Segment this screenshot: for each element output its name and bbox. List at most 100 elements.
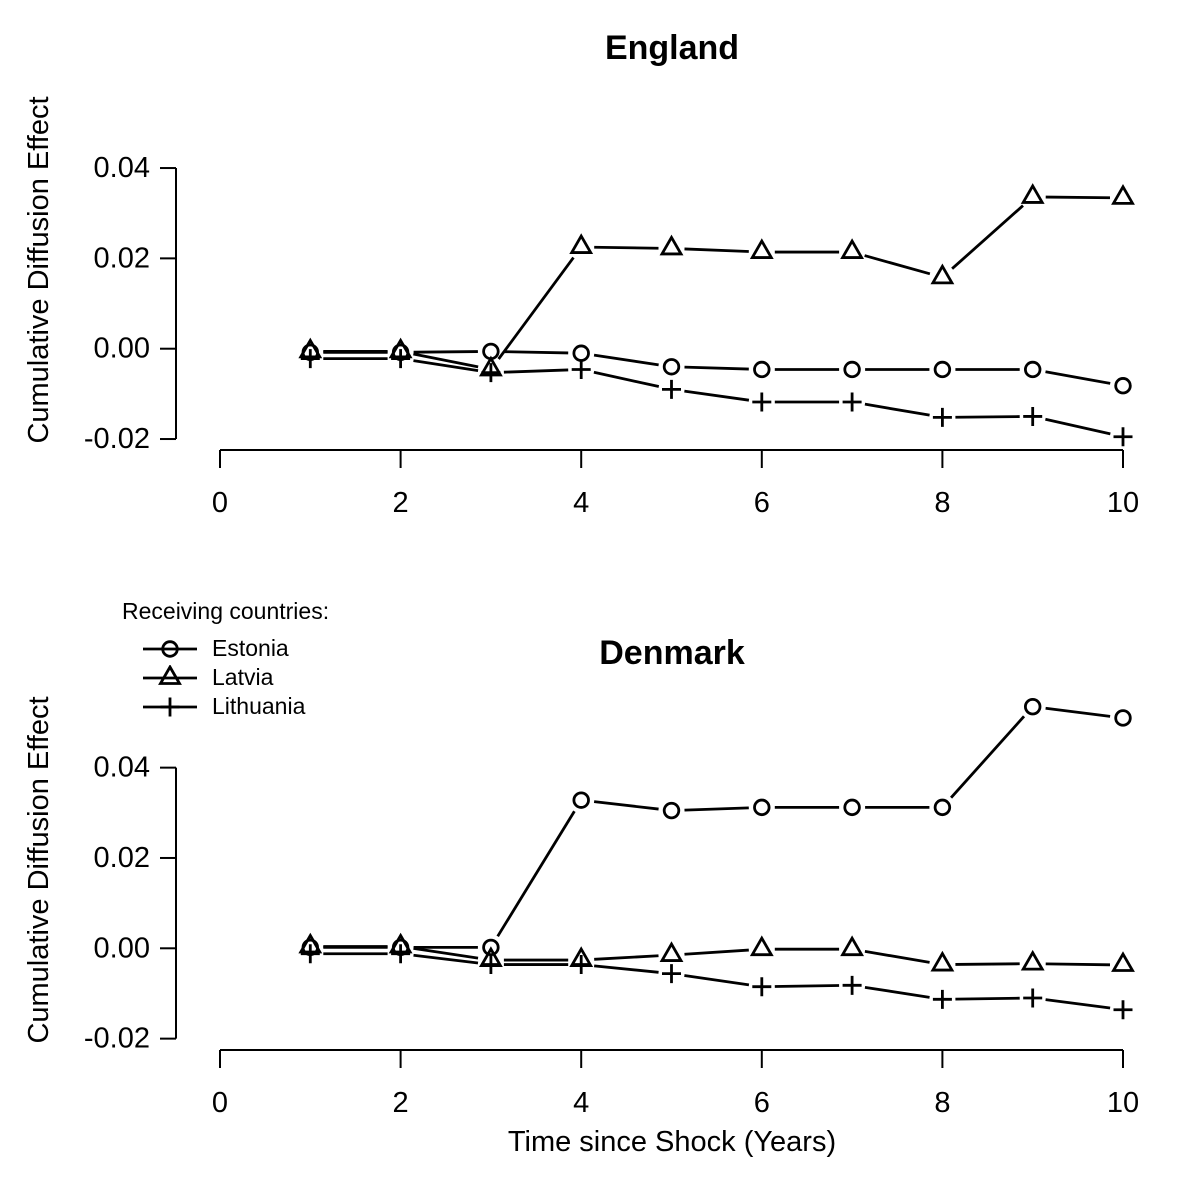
- y-axis: 0.04 0.02 0.00 -0.02: [84, 752, 177, 1055]
- y-axis-title: Cumulative Diffusion Effect: [23, 96, 55, 443]
- series-segment: [684, 389, 750, 402]
- x-tick-label: 2: [393, 1087, 409, 1119]
- marker-circle: [933, 360, 952, 379]
- marker-circle: [1114, 377, 1132, 395]
- marker-circle: [753, 798, 771, 817]
- series-segment: [684, 247, 749, 253]
- marker-circle: [843, 360, 861, 379]
- x-tick-label: 4: [573, 1087, 589, 1119]
- x-tick-label: 8: [934, 1087, 950, 1119]
- series-lithuania: [300, 349, 1133, 447]
- series-segment: [684, 974, 750, 987]
- triangle-line-marker-icon: [143, 664, 197, 685]
- x-tick-label: 2: [393, 487, 409, 519]
- series-segment: [950, 715, 1026, 799]
- marker-plus: [571, 359, 591, 379]
- series-estonia: [301, 342, 1132, 395]
- marker-circle: [1023, 697, 1042, 716]
- marker-circle: [753, 360, 771, 379]
- x-tick-label: 6: [754, 487, 770, 519]
- x-axis: 0 2 4 6 8 10: [212, 449, 1139, 519]
- denmark-panel: 0.04 0.02 0.00 -0.02 0 2 4 6 8 10 Cumulative Diffu…: [23, 696, 1139, 1119]
- legend-label: Lithuania: [212, 693, 306, 719]
- marker-circle: [161, 639, 179, 658]
- series-segment: [413, 359, 479, 373]
- marker-plus: [160, 697, 180, 716]
- marker-plus: [391, 944, 411, 964]
- y-tick-label: 0.04: [94, 152, 150, 184]
- series-segment: [1045, 417, 1111, 436]
- series-segment: [955, 962, 1020, 966]
- y-axis-title: Cumulative Diffusion Effect: [23, 696, 55, 1043]
- marker-circle: [482, 938, 500, 957]
- legend: Receiving countries: Estonia Latvia Lith…: [122, 597, 329, 721]
- marker-plus: [391, 349, 411, 369]
- marker-plus: [752, 392, 772, 412]
- marker-plus: [1113, 427, 1133, 447]
- x-axis-title: Time since Shock (Years): [507, 1126, 837, 1158]
- y-tick-label: 0.02: [94, 242, 150, 274]
- marker-triangle: [1111, 951, 1135, 972]
- marker-circle: [933, 798, 952, 817]
- marker-circle: [662, 358, 681, 376]
- marker-circle: [1114, 709, 1132, 727]
- series-segment: [593, 800, 659, 811]
- x-tick-label: 4: [573, 487, 589, 519]
- series-segment: [593, 370, 660, 388]
- marker-triangle: [749, 935, 774, 957]
- x-tick-label: 8: [934, 487, 950, 519]
- legend-item-latvia: Latvia: [122, 663, 329, 692]
- y-axis: 0.04 0.02 0.00 -0.02: [84, 152, 177, 455]
- marker-circle: [843, 798, 861, 817]
- series-segment: [684, 806, 749, 812]
- series-segment: [594, 245, 659, 250]
- marker-plus: [571, 955, 591, 975]
- y-tick-label: 0.02: [94, 842, 150, 874]
- panel-title-denmark: Denmark: [599, 634, 745, 672]
- marker-plus: [1023, 406, 1043, 426]
- series-segment: [1045, 195, 1111, 200]
- marker-circle: [572, 344, 590, 362]
- series-segment: [593, 964, 659, 974]
- marker-triangle: [1020, 949, 1045, 971]
- series-segment: [955, 415, 1020, 419]
- y-tick-label: -0.02: [84, 423, 150, 455]
- series-segment: [864, 402, 930, 417]
- marker-plus: [662, 379, 681, 399]
- legend-swatch-graphic: [143, 639, 197, 658]
- x-tick-label: 10: [1107, 487, 1139, 519]
- marker-triangle: [930, 950, 955, 972]
- series-segment: [1045, 962, 1111, 967]
- series-segment: [413, 350, 478, 354]
- marker-triangle: [840, 238, 865, 259]
- marker-triangle: [1020, 183, 1045, 204]
- y-tick-label: 0.04: [94, 752, 150, 784]
- y-tick-label: 0.00: [94, 932, 150, 964]
- series-segment: [1045, 370, 1111, 385]
- series-segment: [1045, 998, 1111, 1010]
- x-tick-label: 6: [754, 1087, 770, 1119]
- marker-plus: [300, 944, 320, 964]
- marker-triangle: [659, 234, 684, 256]
- series-segment: [1045, 706, 1111, 718]
- series-segment: [413, 352, 479, 369]
- series-segment: [503, 368, 569, 374]
- marker-plus: [481, 363, 501, 383]
- marker-triangle: [840, 935, 865, 957]
- legend-title: Receiving countries:: [122, 598, 330, 624]
- marker-plus: [1113, 1000, 1133, 1020]
- marker-plus: [300, 349, 320, 369]
- circle-line-marker-icon: [143, 639, 197, 658]
- series-latvia: [298, 183, 1135, 377]
- legend-item-lithuania: Lithuania: [122, 692, 329, 721]
- marker-plus: [932, 989, 952, 1009]
- legend-swatch-graphic: [143, 664, 197, 685]
- series-segment: [864, 985, 930, 999]
- series-lithuania: [300, 944, 1133, 1020]
- series-segment: [496, 810, 576, 938]
- marker-plus: [932, 407, 952, 427]
- y-tick-label: -0.02: [84, 1023, 150, 1055]
- marker-plus: [662, 964, 681, 984]
- legend-item-estonia: Estonia: [122, 634, 329, 663]
- marker-plus: [842, 975, 862, 995]
